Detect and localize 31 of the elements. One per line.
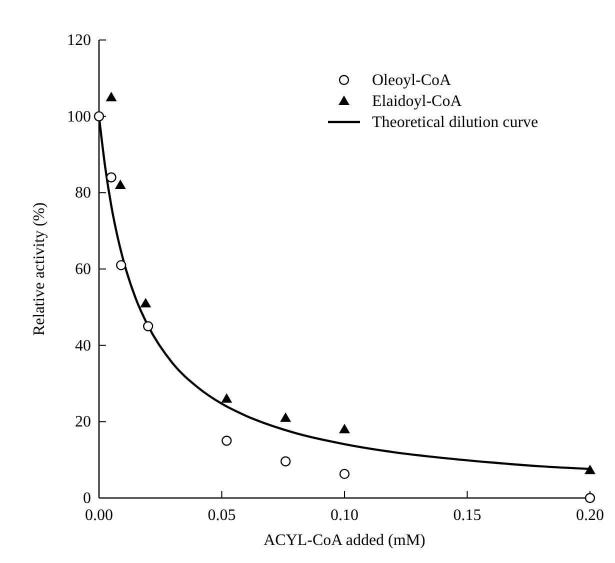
point bbox=[116, 260, 126, 270]
x-tick-label: 0.10 bbox=[330, 507, 358, 524]
x-tick-label: 0.05 bbox=[208, 507, 236, 524]
y-tick-label: 20 bbox=[75, 414, 91, 431]
x-axis-title: ACYL-CoA added (mM) bbox=[264, 532, 426, 549]
y-tick-label: 0 bbox=[83, 490, 91, 507]
x-tick-label: 0.20 bbox=[576, 507, 604, 524]
x-tick-label: 0.15 bbox=[453, 507, 482, 524]
legend-label: Elaidoyl-CoA bbox=[372, 93, 462, 110]
y-tick-label: 60 bbox=[75, 261, 91, 278]
point bbox=[339, 424, 350, 434]
legend-label: Theoretical dilution curve bbox=[372, 114, 538, 131]
point bbox=[140, 298, 152, 308]
point bbox=[114, 180, 126, 190]
y-axis-title: Relative activity (%) bbox=[31, 202, 48, 336]
legend-label: Oleoyl-CoA bbox=[372, 72, 452, 89]
point bbox=[280, 456, 291, 466]
point bbox=[221, 393, 232, 403]
point bbox=[280, 412, 292, 422]
x-tick-label: 0.00 bbox=[85, 507, 113, 524]
point bbox=[339, 468, 350, 480]
y-tick-label: 40 bbox=[75, 337, 91, 354]
point bbox=[222, 436, 232, 446]
y-tick-label: 80 bbox=[75, 184, 91, 202]
point bbox=[106, 92, 117, 102]
point bbox=[143, 321, 154, 332]
point bbox=[94, 111, 104, 122]
point bbox=[584, 464, 596, 474]
y-tick-label: 120 bbox=[67, 32, 91, 49]
point bbox=[106, 172, 116, 182]
y-tick-label: 100 bbox=[67, 108, 91, 126]
